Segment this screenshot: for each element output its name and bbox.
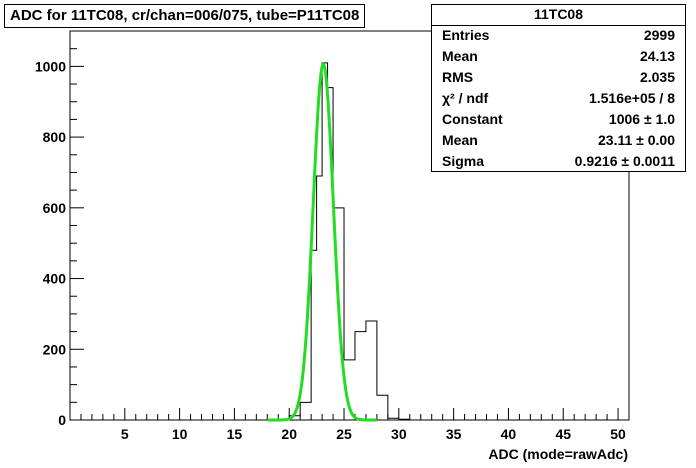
y-tick-label: 1000 bbox=[35, 58, 66, 74]
stats-label: Entries bbox=[442, 27, 490, 43]
x-tick-label: 25 bbox=[336, 426, 352, 442]
stats-label: RMS bbox=[442, 69, 474, 85]
plot-title: ADC for 11TC08, cr/chan=006/075, tube=P1… bbox=[4, 4, 366, 28]
x-tick-label: 50 bbox=[610, 426, 626, 442]
stats-label: Sigma bbox=[442, 153, 485, 169]
stats-box: 11TC08 Entries 2999 Mean 24.13 RMS 2.035… bbox=[431, 4, 686, 172]
gaussian-fit-curve bbox=[267, 62, 377, 422]
stats-value: 23.11 ± 0.00 bbox=[598, 132, 675, 148]
stats-row-fit-mean: Mean 23.11 ± 0.00 bbox=[442, 130, 675, 151]
x-tick-label: 30 bbox=[391, 426, 407, 442]
axis-ticks bbox=[70, 30, 619, 421]
stats-value: 2.035 bbox=[639, 69, 675, 85]
stats-row-rms: RMS 2.035 bbox=[442, 67, 675, 88]
stats-value: 2999 bbox=[643, 27, 675, 43]
x-tick-label: 10 bbox=[172, 426, 188, 442]
x-tick-label: 40 bbox=[501, 426, 517, 442]
stats-label: χ² / ndf bbox=[442, 90, 489, 106]
stats-row-mean: Mean 24.13 bbox=[442, 46, 675, 67]
x-tick-label: 5 bbox=[121, 426, 129, 442]
stats-value: 1006 ± 1.0 bbox=[608, 111, 675, 127]
stats-row-constant: Constant 1006 ± 1.0 bbox=[442, 109, 675, 130]
stats-label: Mean bbox=[442, 48, 478, 64]
x-tick-label: 45 bbox=[555, 426, 571, 442]
axis-tick-labels: 5 10 15 20 25 30 35 40 45 50 0 200 400 600 800 1000 bbox=[35, 58, 626, 442]
y-tick-label: 200 bbox=[43, 341, 67, 357]
x-tick-label: 20 bbox=[281, 426, 297, 442]
y-tick-label: 400 bbox=[43, 271, 67, 287]
stats-label: Constant bbox=[442, 111, 503, 127]
stats-name: 11TC08 bbox=[432, 5, 685, 26]
y-tick-label: 600 bbox=[43, 200, 67, 216]
y-tick-label: 0 bbox=[58, 412, 66, 428]
stats-row-chi2: χ² / ndf 1.516e+05 / 8 bbox=[442, 88, 675, 109]
x-tick-label: 35 bbox=[446, 426, 462, 442]
stats-label: Mean bbox=[442, 132, 478, 148]
stats-value: 1.516e+05 / 8 bbox=[588, 90, 675, 106]
stats-value: 24.13 bbox=[639, 48, 675, 64]
stats-value: 0.9216 ± 0.0011 bbox=[574, 153, 675, 169]
stats-row-entries: Entries 2999 bbox=[442, 25, 675, 46]
stats-row-sigma: Sigma 0.9216 ± 0.0011 bbox=[442, 151, 675, 172]
x-tick-label: 15 bbox=[227, 426, 243, 442]
histogram-series bbox=[70, 62, 629, 421]
y-tick-label: 800 bbox=[43, 129, 67, 145]
x-axis-label: ADC (mode=rawAdc) bbox=[488, 446, 628, 462]
